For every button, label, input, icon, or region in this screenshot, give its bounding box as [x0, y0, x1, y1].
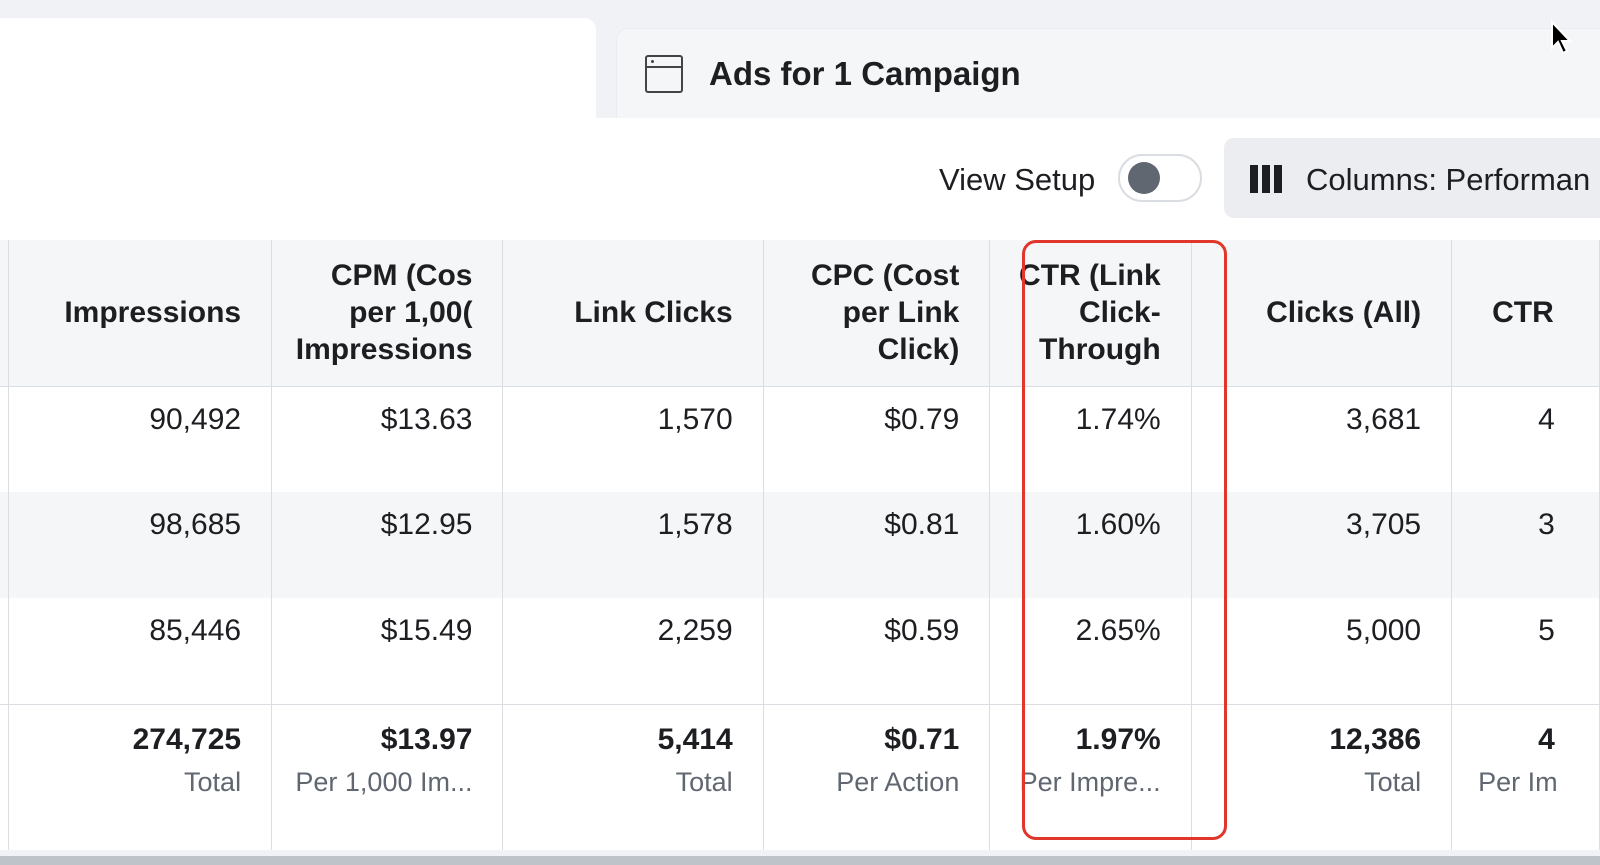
- total-link-clicks: 5,414 Total: [502, 703, 764, 850]
- total-cpm: $13.97 Per 1,000 Im...: [271, 703, 504, 850]
- cell-link-clicks: 2,259: [502, 598, 764, 704]
- cell-clicks-all: 3,681: [1191, 386, 1453, 492]
- total-ctr: 4 Per Im: [1451, 703, 1600, 850]
- window-icon: [645, 55, 683, 93]
- total-impressions: 274,725 Total: [8, 703, 273, 850]
- row-handle: [0, 703, 9, 850]
- total-sub: Per Action: [836, 766, 960, 797]
- columns-button[interactable]: Columns: Performan: [1224, 138, 1600, 218]
- mouse-cursor-icon: [1551, 20, 1573, 55]
- cell-cpc: $0.79: [763, 386, 991, 492]
- total-sub: Per 1,000 Im...: [295, 766, 473, 797]
- toolbar: View Setup Columns: Performan: [0, 118, 1600, 240]
- tab-label: Ads for 1 Campaign: [709, 55, 1021, 92]
- row-handle-header: [0, 240, 9, 387]
- cell-impressions: 98,685: [8, 492, 273, 598]
- header-clicks-all[interactable]: Clicks (All): [1191, 240, 1453, 387]
- cell-cpc: $0.59: [763, 598, 991, 704]
- header-line: Impressions: [64, 296, 242, 330]
- total-value: 12,386: [1329, 722, 1422, 756]
- total-clicks-all: 12,386 Total: [1191, 703, 1453, 850]
- horizontal-scrollbar[interactable]: [0, 856, 1600, 865]
- header-line: CTR: [1492, 296, 1554, 330]
- columns-label: Columns: Performan: [1306, 162, 1591, 197]
- cell-ctr: 4: [1451, 386, 1600, 492]
- data-table: Impressions CPM (Cos per 1,00(Impressions…: [0, 240, 1600, 850]
- total-value: $13.97: [380, 722, 473, 756]
- row-handle: [0, 598, 9, 704]
- cell-ctr: 3: [1451, 492, 1600, 598]
- cell-clicks-all: 5,000: [1191, 598, 1453, 704]
- header-line: CPM (Cos: [330, 259, 473, 293]
- toggle-knob: [1128, 162, 1160, 194]
- header-impressions[interactable]: Impressions: [8, 240, 273, 387]
- header-line: Click): [877, 333, 960, 367]
- cell-impressions: 85,446: [8, 598, 273, 704]
- header-cpc[interactable]: CPC (Cost per Link Click): [763, 240, 991, 387]
- header-line: Clicks (All): [1266, 296, 1422, 330]
- header-line: per Link: [842, 296, 960, 330]
- header-line: Link Clicks: [574, 296, 733, 330]
- header-line: Through: [1039, 333, 1161, 367]
- table-row[interactable]: 90,492 $13.63 1,570 $0.79 1.74% 3,681 4: [0, 386, 1600, 492]
- total-value: 274,725: [132, 722, 242, 756]
- header-cpm[interactable]: CPM (Cos per 1,00(Impressions: [271, 240, 504, 387]
- view-setup-label: View Setup: [939, 162, 1096, 197]
- total-sub: Per Im: [1478, 766, 1558, 797]
- active-tab[interactable]: [0, 18, 596, 128]
- header-line: per 1,00(: [349, 296, 473, 330]
- cell-ctr: 5: [1451, 598, 1600, 704]
- header-line: CTR (Link: [1019, 259, 1161, 293]
- table-row[interactable]: 98,685 $12.95 1,578 $0.81 1.60% 3,705 3: [0, 492, 1600, 598]
- cell-impressions: 90,492: [8, 386, 273, 492]
- row-handle: [0, 386, 9, 492]
- header-line: Click-: [1078, 296, 1161, 330]
- total-value: 4: [1538, 722, 1555, 756]
- total-value: 5,414: [657, 722, 733, 756]
- total-sub: Total: [675, 766, 733, 797]
- row-handle: [0, 492, 9, 598]
- total-cpc: $0.71 Per Action: [763, 703, 991, 850]
- total-value: 1.97%: [1075, 722, 1161, 756]
- total-sub: Total: [184, 766, 242, 797]
- columns-icon: [1250, 165, 1286, 193]
- table-row[interactable]: 85,446 $15.49 2,259 $0.59 2.65% 5,000 5: [0, 598, 1600, 704]
- tab-ads-for-campaign[interactable]: Ads for 1 Campaign: [616, 28, 1600, 119]
- total-value: $0.71: [884, 722, 960, 756]
- header-ctr[interactable]: CTR: [1451, 240, 1600, 387]
- total-sub: Total: [1364, 766, 1422, 797]
- total-sub: Per Impre...: [1019, 766, 1161, 797]
- cell-cpc: $0.81: [763, 492, 991, 598]
- view-setup-toggle[interactable]: [1118, 154, 1202, 202]
- data-table-container: Impressions CPM (Cos per 1,00(Impressions…: [0, 240, 1600, 850]
- cell-cpm: $12.95: [271, 492, 504, 598]
- header-link-clicks[interactable]: Link Clicks: [502, 240, 764, 387]
- header-row: Impressions CPM (Cos per 1,00(Impressions…: [0, 240, 1600, 387]
- header-line: CPC (Cost: [811, 259, 960, 293]
- ctr-column-highlight: [1022, 240, 1227, 840]
- cell-cpm: $13.63: [271, 386, 504, 492]
- totals-row: 274,725 Total $13.97 Per 1,000 Im... 5,414…: [0, 703, 1600, 850]
- cell-link-clicks: 1,578: [502, 492, 764, 598]
- cell-clicks-all: 3,705: [1191, 492, 1453, 598]
- cell-link-clicks: 1,570: [502, 386, 764, 492]
- header-line: Impressions: [295, 333, 473, 367]
- cell-cpm: $15.49: [271, 598, 504, 704]
